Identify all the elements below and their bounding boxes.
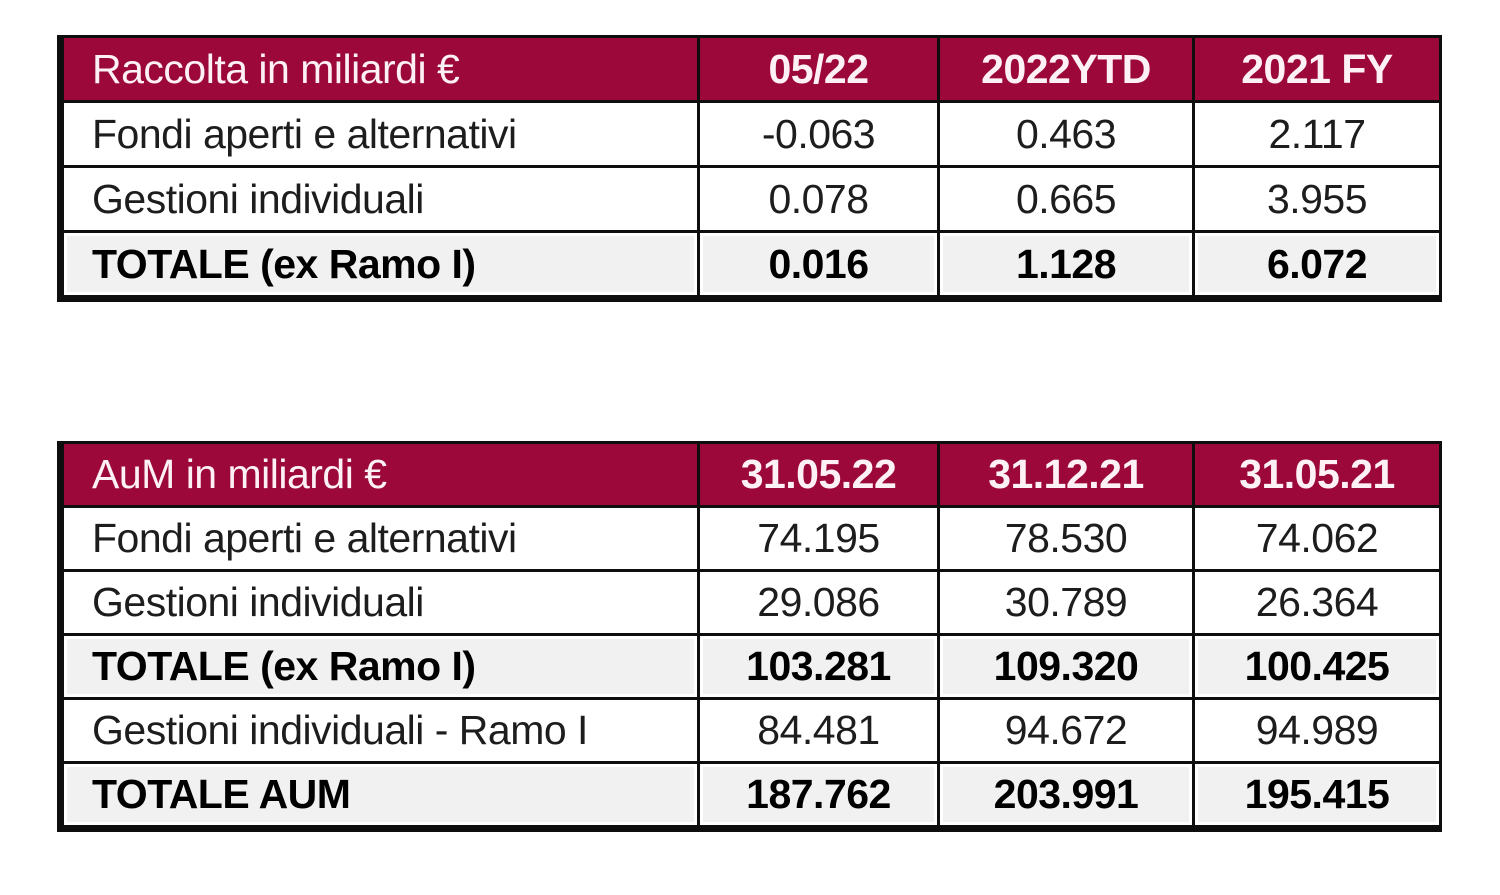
- row-label: Gestioni individuali: [59, 165, 700, 233]
- table-row-totale-aum: TOTALE AUM 187.762 203.991 195.415: [59, 761, 1442, 830]
- aum-header-row: AuM in miliardi € 31.05.22 31.12.21 31.0…: [59, 441, 1442, 508]
- aum-table: AuM in miliardi € 31.05.22 31.12.21 31.0…: [57, 441, 1442, 832]
- row-label: Gestioni individuali: [59, 569, 700, 636]
- cell-value: 109.320: [937, 633, 1195, 700]
- row-label: Gestioni individuali - Ramo I: [59, 697, 700, 764]
- raccolta-header-row: Raccolta in miliardi € 05/22 2022YTD 202…: [59, 35, 1442, 103]
- cell-value: 195.415: [1192, 761, 1442, 830]
- table-row-gestioni-individuali: Gestioni individuali 0.078 0.665 3.955: [59, 165, 1442, 233]
- table-row-fondi-aperti: Fondi aperti e alternativi 74.195 78.530…: [59, 505, 1442, 572]
- cell-value: 6.072: [1192, 230, 1442, 300]
- cell-value: 2.117: [1192, 100, 1442, 168]
- cell-value: 78.530: [937, 505, 1195, 572]
- cell-value: 94.672: [937, 697, 1195, 764]
- aum-column-header-310522: 31.05.22: [697, 441, 940, 508]
- cell-value: 103.281: [697, 633, 940, 700]
- cell-value: 84.481: [697, 697, 940, 764]
- row-label: Fondi aperti e alternativi: [59, 100, 700, 168]
- cell-value: 29.086: [697, 569, 940, 636]
- cell-value: 74.062: [1192, 505, 1442, 572]
- cell-value: 1.128: [937, 230, 1195, 300]
- raccolta-column-header-2022ytd: 2022YTD: [937, 35, 1195, 103]
- table-row-totale-ex-ramo: TOTALE (ex Ramo I) 0.016 1.128 6.072: [59, 230, 1442, 300]
- cell-value: 0.078: [697, 165, 940, 233]
- table-row-gestioni-individuali: Gestioni individuali 29.086 30.789 26.36…: [59, 569, 1442, 636]
- table-row-gestioni-ramo-i: Gestioni individuali - Ramo I 84.481 94.…: [59, 697, 1442, 764]
- cell-value: 30.789: [937, 569, 1195, 636]
- raccolta-table-title: Raccolta in miliardi €: [59, 35, 700, 103]
- table-row-totale-ex-ramo: TOTALE (ex Ramo I) 103.281 109.320 100.4…: [59, 633, 1442, 700]
- cell-value: 3.955: [1192, 165, 1442, 233]
- row-label: TOTALE AUM: [59, 761, 700, 830]
- row-label: TOTALE (ex Ramo I): [59, 633, 700, 700]
- cell-value: 74.195: [697, 505, 940, 572]
- cell-value: 94.989: [1192, 697, 1442, 764]
- raccolta-column-header-0522: 05/22: [697, 35, 940, 103]
- cell-value: 187.762: [697, 761, 940, 830]
- raccolta-table: Raccolta in miliardi € 05/22 2022YTD 202…: [57, 35, 1442, 302]
- cell-value: 0.463: [937, 100, 1195, 168]
- aum-column-header-311221: 31.12.21: [937, 441, 1195, 508]
- cell-value: 0.665: [937, 165, 1195, 233]
- cell-value: -0.063: [697, 100, 940, 168]
- aum-table-title: AuM in miliardi €: [59, 441, 700, 508]
- cell-value: 26.364: [1192, 569, 1442, 636]
- cell-value: 0.016: [697, 230, 940, 300]
- aum-column-header-310521: 31.05.21: [1192, 441, 1442, 508]
- row-label: TOTALE (ex Ramo I): [59, 230, 700, 300]
- cell-value: 203.991: [937, 761, 1195, 830]
- table-row-fondi-aperti: Fondi aperti e alternativi -0.063 0.463 …: [59, 100, 1442, 168]
- raccolta-column-header-2021fy: 2021 FY: [1192, 35, 1442, 103]
- cell-value: 100.425: [1192, 633, 1442, 700]
- row-label: Fondi aperti e alternativi: [59, 505, 700, 572]
